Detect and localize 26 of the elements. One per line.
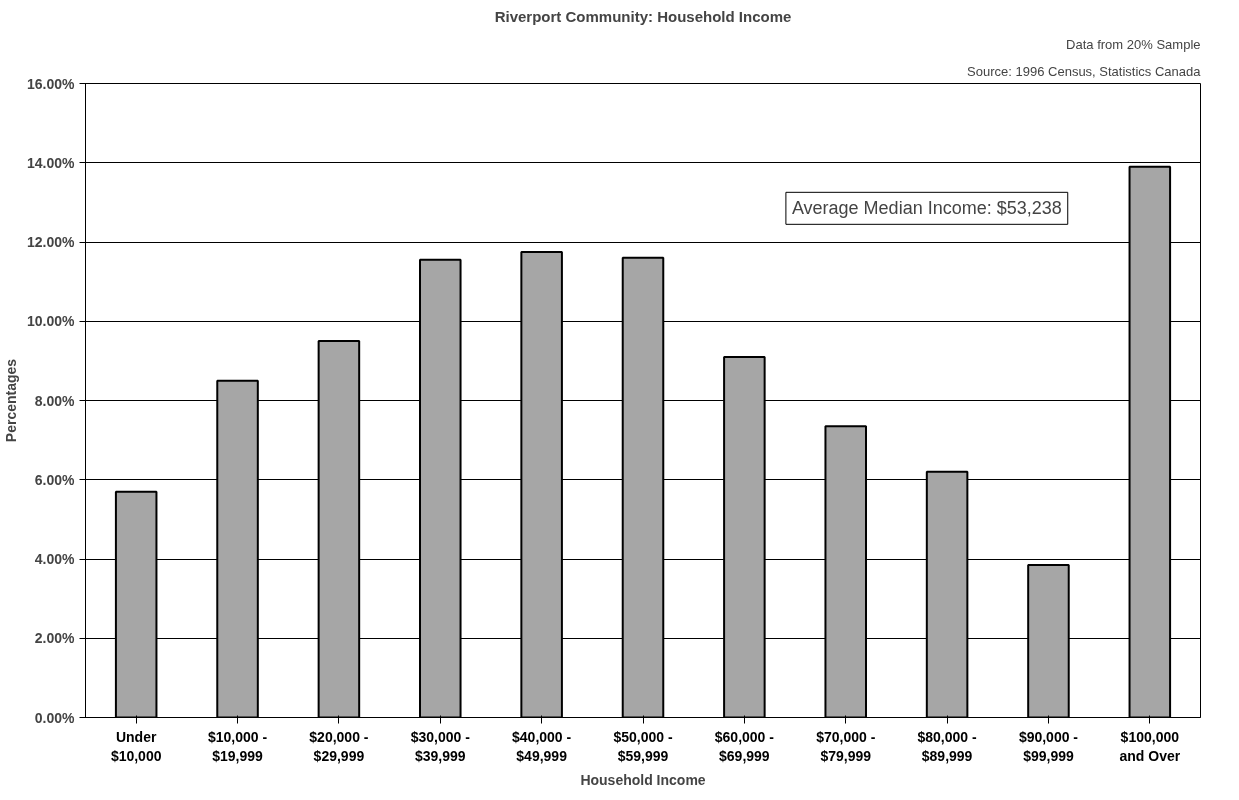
- x-tick-label: $50,000 - $59,999: [613, 728, 673, 764]
- x-tick-label: $20,000 - $29,999: [309, 728, 369, 764]
- y-tick-label: 12.00%: [27, 234, 76, 250]
- x-tick-label: $90,000 - $99,999: [1018, 728, 1079, 764]
- text: Data from 20% Sample: [1066, 36, 1201, 52]
- x-tick-label: $60,000 - $69,999: [714, 728, 775, 764]
- y-tick-label: 0.00%: [34, 709, 76, 726]
- x-tick-label: $10,000 - $19,999: [207, 728, 268, 764]
- source-note: Source: 1996 Census, Statistics Canada: [967, 63, 1202, 79]
- y-tick-label: 16.00%: [27, 75, 76, 92]
- y-tick-label: 8.00%: [34, 392, 76, 409]
- x-tick-label: $40,000 - $49,999: [512, 728, 572, 764]
- y-tick-label: 14.00%: [27, 154, 76, 171]
- y-tick-label: 4.00%: [34, 551, 76, 567]
- y-axis-title: Percentages: [3, 358, 20, 443]
- y-tick-label: 2.00%: [34, 630, 76, 647]
- x-tick-label: $70,000 - $79,999: [816, 728, 876, 764]
- y-tick-label: 10.00%: [27, 313, 76, 330]
- x-tick-label: $30,000 - $39,999: [410, 728, 471, 764]
- x-tick-label: $100,000 and Over: [1119, 728, 1181, 764]
- x-axis-title: Household Income: [580, 771, 706, 788]
- x-tick-label: Under $10,000: [110, 728, 162, 764]
- x-tick-label: $80,000 - $89,999: [917, 728, 978, 764]
- annotation: Average Median Income: $53,238: [791, 198, 1062, 219]
- y-tick-label: 6.00%: [34, 471, 76, 488]
- chart-title: Riverport Community: Household Income: [494, 7, 792, 25]
